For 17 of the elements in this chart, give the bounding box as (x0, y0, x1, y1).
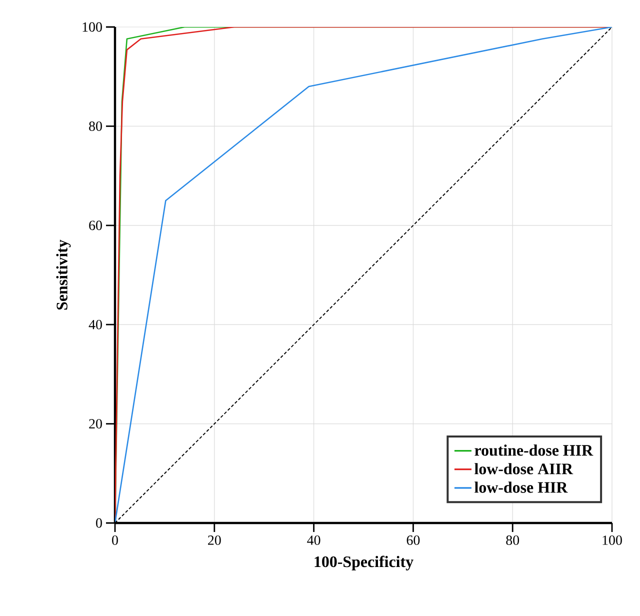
legend-label: routine-dose HIR (474, 444, 594, 456)
y-axis-title: Sensitivity (56, 240, 71, 310)
x-axis-title: 100-Specificity (314, 556, 414, 570)
y-tick-label: 60 (89, 220, 102, 230)
y-tick-label: 80 (89, 121, 102, 131)
x-tick-label: 100 (602, 536, 622, 545)
x-tick-label: 80 (506, 536, 520, 545)
y-tick-label: 40 (88, 320, 102, 330)
y-tick-label: 100 (82, 22, 102, 32)
y-tick-label: 20 (89, 419, 102, 429)
y-tick-label: 0 (96, 518, 102, 528)
x-tick-label: 0 (112, 536, 118, 545)
x-tick-label: 60 (406, 536, 420, 545)
x-tick-label: 40 (307, 536, 320, 545)
x-tick-label: 20 (208, 536, 221, 545)
legend-label: low-dose AIIR (474, 463, 574, 474)
legend-label: low-dose HIR (474, 482, 568, 493)
